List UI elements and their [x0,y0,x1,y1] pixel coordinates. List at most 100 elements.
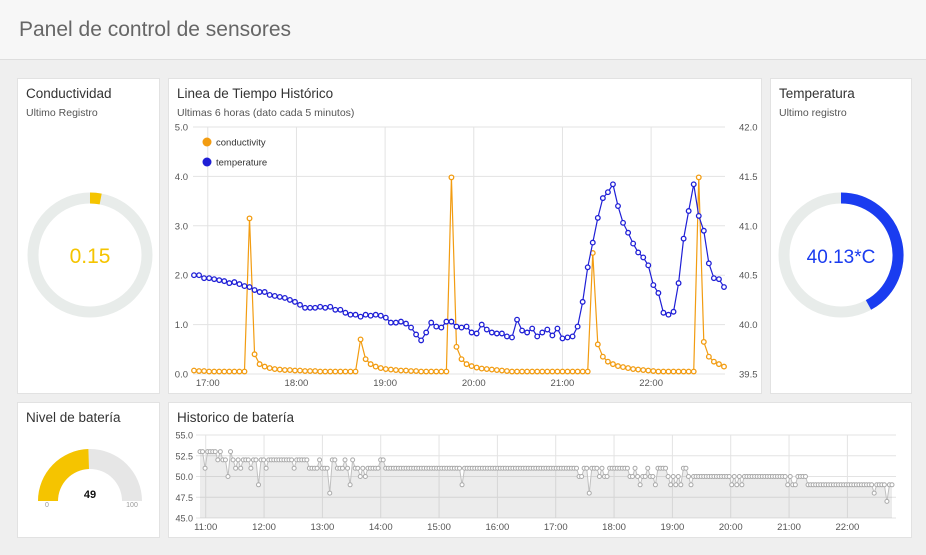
data-point-conductivity [271,366,278,373]
data-point-conductivity [473,364,480,371]
battery-data-point [683,465,689,471]
data-point-conductivity [206,368,213,375]
data-point-conductivity [695,174,702,181]
data-point-conductivity [266,365,273,372]
battery-data-point [871,490,877,496]
data-point-conductivity [357,336,364,343]
data-point-conductivity [261,363,268,370]
data-point-conductivity [610,361,616,368]
data-point-temperature [327,303,334,310]
data-point-conductivity [498,367,505,374]
data-point-temperature [680,235,687,242]
legend-label-conductivity[interactable]: conductivity [216,138,266,149]
data-point-temperature [493,330,500,337]
battery-data-point [350,457,356,463]
temperature-gauge-arc [840,192,904,310]
data-point-temperature [534,333,541,340]
data-point-conductivity [317,368,324,375]
battery-data-point [215,457,221,463]
data-point-conductivity [256,361,263,368]
data-point-temperature [579,298,586,305]
data-point-temperature [498,330,505,337]
battery-xtick: 14:00 [369,522,393,533]
battery-data-point [594,465,600,471]
timeline-ytick-left: 2.0 [175,271,188,282]
data-point-conductivity [387,366,394,373]
legend-label-temperature[interactable]: temperature [216,158,267,169]
data-point-conductivity [463,361,470,368]
data-point-temperature [514,316,520,323]
battery-data-point [785,482,791,488]
data-point-temperature [655,290,662,296]
data-point-temperature [504,333,510,340]
data-point-conductivity [251,351,258,358]
timeline-ytick-left: 0.0 [175,370,188,381]
data-point-temperature [317,303,324,310]
data-point-temperature [241,283,248,290]
battery-data-point [342,457,348,463]
data-point-conductivity [544,368,551,375]
data-point-temperature [231,279,238,286]
data-point-conductivity [559,368,566,375]
data-point-conductivity [342,368,349,375]
battery-data-point [245,457,251,463]
data-point-temperature [564,334,571,341]
data-point-conductivity [322,368,329,375]
battery-data-point [792,482,798,488]
data-point-temperature [266,292,273,298]
battery-xtick: 21:00 [777,522,801,533]
data-point-conductivity [433,368,440,375]
conductivity-gauge: 0.15 [27,192,153,318]
data-point-conductivity [690,368,697,375]
data-point-conductivity [302,368,308,374]
page-title: Panel de control de sensores [19,18,292,41]
data-point-conductivity [408,368,414,374]
timeline-subtitle: Ultimas 6 horas (dato cada 5 minutos) [177,107,355,119]
battery-data-point [345,465,351,471]
data-point-temperature [286,296,293,303]
data-point-conductivity [594,341,601,348]
battery-max-label: 100 [126,502,138,509]
timeline-xtick: 19:00 [373,378,397,389]
series-line-conductivity [193,177,725,373]
legend-marker-conductivity[interactable] [202,137,212,147]
battery-data-point [645,465,651,471]
battery-data-point [355,465,361,471]
data-point-temperature [519,327,526,334]
battery-level-card: Nivel de batería 49 0 100 [17,402,160,538]
data-point-conductivity [372,363,379,370]
battery-data-point [324,465,330,471]
data-point-conductivity [488,366,495,373]
data-point-temperature [559,335,566,342]
timeline-card: Linea de Tiempo Histórico Ultimas 6 hora… [168,78,762,394]
conductivity-gauge-arc [89,192,102,205]
data-point-temperature [549,332,556,339]
data-point-conductivity [292,367,298,374]
data-point-conductivity [604,358,611,365]
data-point-conductivity [584,368,591,375]
battery-gauge: 49 0 100 [38,449,142,509]
conductivity-title: Conductividad [26,86,112,101]
data-point-temperature [458,324,465,331]
conductivity-subtitle: Ultimo Registro [26,107,98,119]
battery-data-point [736,474,742,479]
battery-data-point [670,474,676,479]
battery-data-point [212,449,218,455]
data-point-conductivity [418,368,425,375]
data-point-conductivity [246,215,253,222]
data-point-temperature [387,319,394,326]
battery-data-point [739,482,745,488]
timeline-ytick-left: 5.0 [175,123,188,134]
legend-marker-temperature[interactable] [202,157,212,167]
data-point-conductivity [448,174,455,181]
battery-history-chart: 45.0 47.5 50.0 52.5 55.0 11:00 12:00 13:00 14:00… [175,431,896,533]
series-line-temperature [194,182,725,342]
battery-data-point [579,474,585,479]
data-point-temperature [357,313,364,320]
data-point-temperature [473,330,480,337]
data-point-temperature [246,284,253,291]
battery-data-point [357,474,363,479]
data-point-conductivity [367,361,374,368]
data-point-temperature [584,264,591,271]
data-point-temperature [478,321,485,328]
